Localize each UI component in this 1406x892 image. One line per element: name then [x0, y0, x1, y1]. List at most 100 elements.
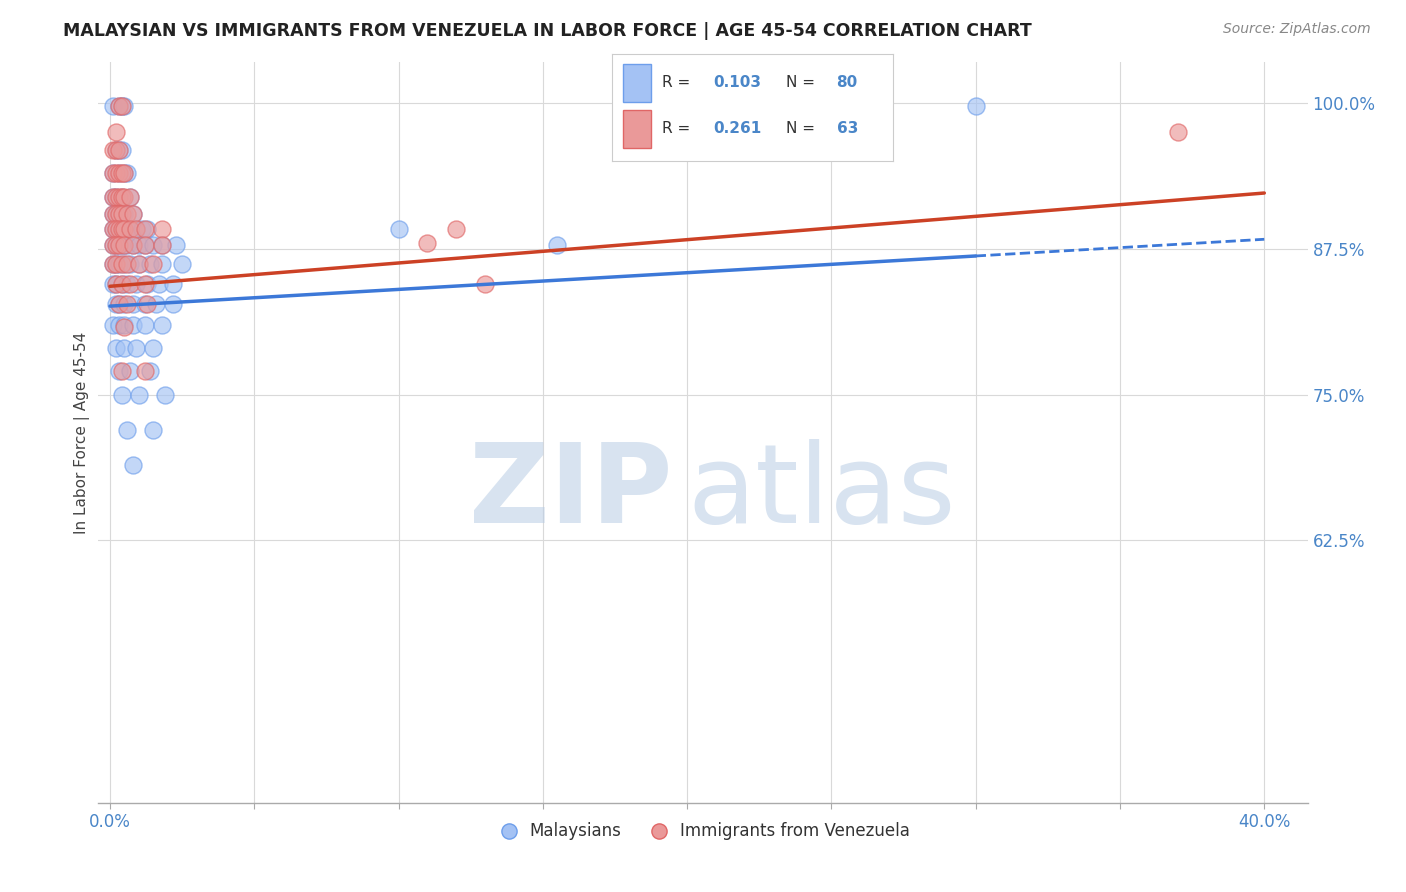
Point — [112, 189, 135, 203]
Point — [104, 189, 127, 203]
Point — [112, 320, 135, 334]
Point — [107, 222, 129, 236]
Point — [162, 277, 184, 291]
Point — [101, 238, 124, 252]
Point — [122, 207, 145, 221]
Point — [107, 222, 129, 236]
Point — [134, 238, 156, 252]
Point — [965, 98, 987, 112]
Point — [104, 222, 127, 236]
Point — [416, 236, 439, 251]
Point — [125, 341, 148, 355]
Point — [150, 318, 173, 332]
Point — [112, 341, 135, 355]
Point — [101, 98, 124, 112]
Point — [112, 297, 135, 311]
Point — [136, 297, 159, 311]
Text: 0.103: 0.103 — [713, 76, 761, 90]
Text: ZIP: ZIP — [470, 439, 672, 546]
Point — [134, 277, 156, 291]
Point — [131, 222, 153, 236]
Point — [110, 189, 132, 203]
Point — [117, 277, 139, 291]
Point — [139, 257, 162, 271]
Point — [120, 364, 142, 378]
Point — [120, 222, 142, 236]
Point — [112, 207, 135, 221]
Point — [153, 388, 176, 402]
Point — [101, 257, 124, 271]
Text: R =: R = — [662, 76, 696, 90]
Point — [122, 318, 145, 332]
Point — [107, 297, 129, 311]
Point — [107, 98, 129, 112]
Point — [104, 207, 127, 221]
FancyBboxPatch shape — [623, 111, 651, 148]
Point — [110, 207, 132, 221]
Point — [110, 257, 132, 271]
Point — [107, 257, 129, 271]
Point — [117, 222, 139, 236]
Point — [117, 207, 139, 221]
Text: Source: ZipAtlas.com: Source: ZipAtlas.com — [1223, 22, 1371, 37]
Point — [142, 341, 165, 355]
Point — [107, 189, 129, 203]
Point — [117, 257, 139, 271]
Point — [120, 277, 142, 291]
Point — [104, 143, 127, 157]
Point — [1167, 125, 1189, 139]
Point — [110, 98, 132, 112]
Point — [136, 277, 159, 291]
Point — [112, 257, 135, 271]
Point — [107, 207, 129, 221]
Point — [128, 388, 150, 402]
Text: N =: N = — [786, 121, 820, 136]
Text: N =: N = — [786, 76, 820, 90]
Point — [101, 318, 124, 332]
Point — [104, 125, 127, 139]
Point — [101, 166, 124, 180]
Point — [128, 257, 150, 271]
Point — [128, 238, 150, 252]
Point — [134, 222, 156, 236]
Point — [110, 98, 132, 112]
Point — [150, 222, 173, 236]
Point — [110, 364, 132, 378]
FancyBboxPatch shape — [623, 64, 651, 102]
Point — [120, 257, 142, 271]
Point — [110, 277, 132, 291]
Point — [107, 238, 129, 252]
Point — [101, 222, 124, 236]
Point — [104, 341, 127, 355]
Point — [107, 238, 129, 252]
Point — [110, 189, 132, 203]
Point — [172, 257, 194, 271]
Point — [101, 166, 124, 180]
Text: 80: 80 — [837, 76, 858, 90]
Text: 63: 63 — [837, 121, 858, 136]
Text: atlas: atlas — [688, 439, 956, 546]
Point — [112, 222, 135, 236]
Y-axis label: In Labor Force | Age 45-54: In Labor Force | Age 45-54 — [75, 332, 90, 533]
Point — [110, 222, 132, 236]
Point — [120, 222, 142, 236]
Point — [107, 364, 129, 378]
Point — [107, 318, 129, 332]
Point — [120, 189, 142, 203]
Point — [150, 257, 173, 271]
Point — [117, 166, 139, 180]
Point — [387, 222, 409, 236]
Point — [139, 364, 162, 378]
Point — [101, 238, 124, 252]
Point — [162, 297, 184, 311]
Point — [104, 257, 127, 271]
Point — [148, 277, 170, 291]
Point — [104, 207, 127, 221]
Point — [112, 318, 135, 332]
Point — [101, 207, 124, 221]
Point — [128, 257, 150, 271]
Legend: Malaysians, Immigrants from Venezuela: Malaysians, Immigrants from Venezuela — [489, 815, 917, 847]
Point — [112, 98, 135, 112]
Point — [134, 238, 156, 252]
Point — [104, 166, 127, 180]
